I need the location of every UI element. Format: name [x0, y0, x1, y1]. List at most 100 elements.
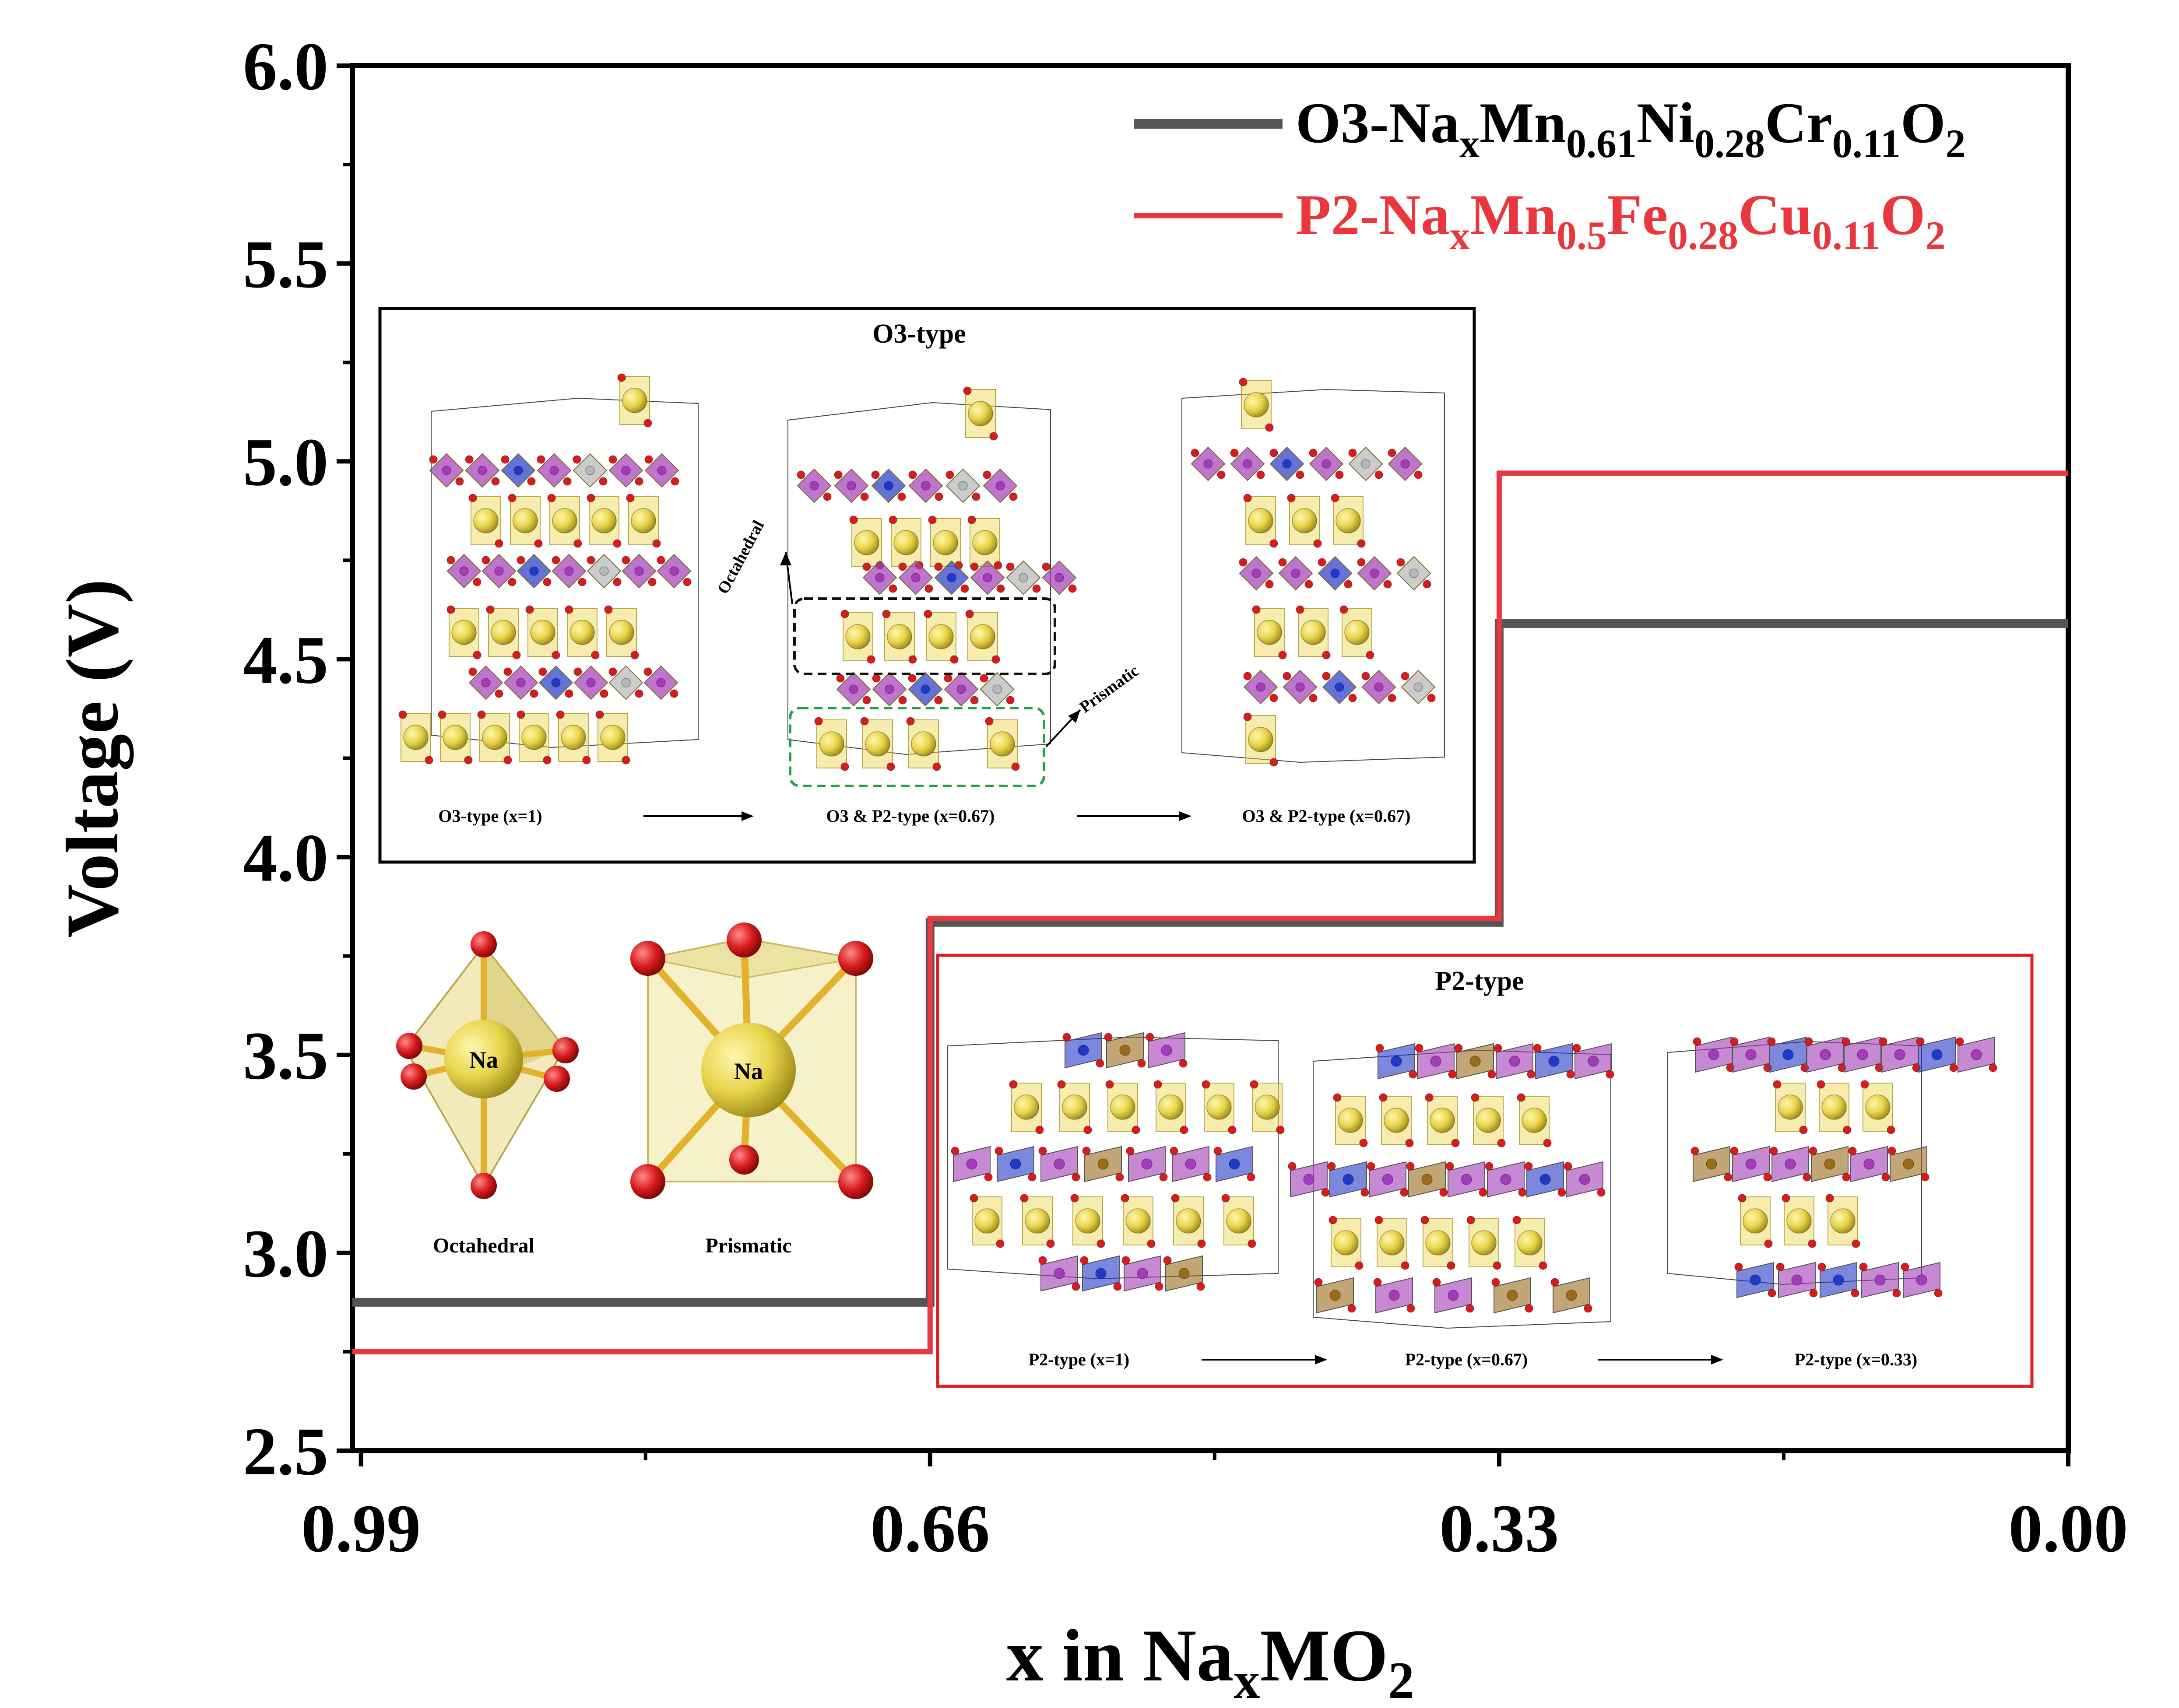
sodium-atom [928, 624, 954, 649]
oxygen-atom [683, 578, 692, 586]
transition-metal-atom [442, 466, 451, 475]
oxygen-atom [1374, 470, 1383, 479]
transition-metal-atom [478, 466, 487, 475]
oxygen-atom [425, 756, 433, 765]
oxygen-atom [1817, 1263, 1826, 1271]
transition-metal-atom [551, 678, 561, 687]
sodium-atom [1248, 508, 1273, 533]
oxygen-atom [1344, 580, 1353, 589]
oxygen-atom [1454, 1044, 1463, 1052]
transition-metal-atom [1382, 1174, 1393, 1185]
oxygen-atom [1269, 758, 1278, 767]
oxygen-atom [525, 605, 534, 614]
oxygen-atom [980, 674, 988, 683]
transition-metal-atom [1141, 1158, 1153, 1170]
legend: O3-NaxMn0.61Ni0.28Cr0.11O2 P2-NaxMn0.5Fe… [1134, 91, 1966, 258]
transition-metal-atom [1291, 568, 1300, 578]
oxygen-atom [889, 516, 897, 524]
transition-metal-atom [809, 481, 819, 491]
oxygen-atom [1265, 423, 1274, 432]
legend-label-o3: O3-NaxMn0.61Ni0.28Cr0.11O2 [1296, 91, 1966, 166]
octahedral-label: Octahedral [433, 1234, 534, 1257]
p2-stage-arrowhead-2 [1711, 1355, 1723, 1364]
oxygen-atom [991, 655, 1000, 664]
oxygen-atom [1147, 1239, 1156, 1248]
sodium-atom [1338, 1108, 1363, 1133]
o3-stage-label-3: O3 & P2-type (x=0.67) [1242, 806, 1411, 826]
o3-stage-arrowhead-1 [742, 811, 754, 821]
oxygen-atom [1406, 1304, 1415, 1313]
oxygen-atom [1572, 1044, 1581, 1052]
oxygen-atom [1773, 1080, 1782, 1089]
transition-metal-atom [1095, 1268, 1107, 1279]
oxygen-atom [1288, 1162, 1297, 1171]
oxygen-atom [517, 556, 525, 565]
oxygen-atom [1197, 1239, 1206, 1248]
oxygen-atom [481, 556, 490, 565]
sodium-atom [521, 725, 547, 750]
oxygen-atom [951, 1147, 959, 1155]
oxygen-atom [1415, 1044, 1423, 1052]
oxygen-atom [1916, 1037, 1925, 1046]
transition-metal-atom [1097, 1158, 1109, 1170]
sodium-atom [974, 1208, 1000, 1234]
transition-metal-atom [956, 684, 966, 694]
oxygen-atom [635, 689, 643, 698]
oxygen-atom [1239, 558, 1248, 567]
oxygen-atom [1191, 449, 1199, 457]
oxygen-atom [897, 492, 906, 501]
transition-metal-atom [529, 566, 539, 576]
prismatic-highlight-box [789, 707, 1045, 787]
transition-metal-atom [1374, 682, 1384, 692]
oxygen-atom [908, 470, 917, 479]
oxygen-atom [1096, 1059, 1104, 1068]
oxygen-atom [643, 419, 652, 428]
legend-label-p2: P2-NaxMn0.5Fe0.28Cu0.11O2 [1296, 182, 1946, 258]
oxygen-atom [1825, 1194, 1834, 1203]
oxygen-atom [1072, 1282, 1080, 1291]
sodium-atom [1786, 1208, 1812, 1234]
transition-metal-atom [634, 566, 644, 576]
oxygen-atom [1543, 1139, 1552, 1147]
oxygen-atom [1322, 651, 1331, 659]
sodium-atom [1425, 1230, 1451, 1256]
oxygen-atom [1388, 449, 1396, 457]
transition-metal-atom [1321, 459, 1331, 469]
oxygen-atom [908, 655, 917, 664]
unit-cell [787, 402, 1051, 755]
oxygen-atom [1171, 1194, 1180, 1203]
oxygen-atom [1228, 1126, 1237, 1134]
oxygen-atom [1493, 1261, 1501, 1270]
oxygen-atom [1032, 584, 1041, 593]
sodium-atom [513, 508, 538, 533]
oxygen-atom [1347, 1304, 1356, 1313]
oxygen-atom [814, 717, 823, 726]
legend-text-part: Cu [1738, 182, 1812, 247]
p2-stage-label-3: P2-type (x=0.33) [1795, 1350, 1918, 1369]
oxygen-atom [1730, 1147, 1739, 1155]
transition-metal-atom [1251, 568, 1261, 578]
oxygen-atom [1355, 1261, 1364, 1270]
oxygen-atom [1471, 1093, 1480, 1102]
oxygen-atom [1843, 1126, 1852, 1134]
oxygen-atom [1406, 1162, 1415, 1171]
y-tick-label: 2.5 [243, 1413, 328, 1489]
oxygen-atom [455, 477, 464, 486]
oxygen-atom [886, 762, 895, 771]
transition-metal-atom [1054, 573, 1064, 582]
oxygen-atom [1038, 1147, 1047, 1155]
oxygen-atom [1230, 449, 1239, 457]
series-line-p2 [352, 470, 2068, 1354]
sodium-atom [569, 620, 595, 645]
y-axis: 2.5 3.0 3.5 4.0 4.5 5.0 5.5 6.0 [243, 28, 352, 1489]
oxygen-atom [1730, 1037, 1739, 1046]
oxygen-atom [860, 492, 869, 501]
x-tick-label: 0.33 [1439, 1491, 1559, 1566]
sodium-atom [1158, 1094, 1184, 1120]
sodium-atom [1062, 1094, 1087, 1120]
oxygen-atom [587, 556, 595, 565]
oxygen-atom [1989, 1063, 1997, 1072]
x-axis-title-sub2: 2 [1388, 1651, 1414, 1706]
sodium-atom [968, 401, 993, 426]
